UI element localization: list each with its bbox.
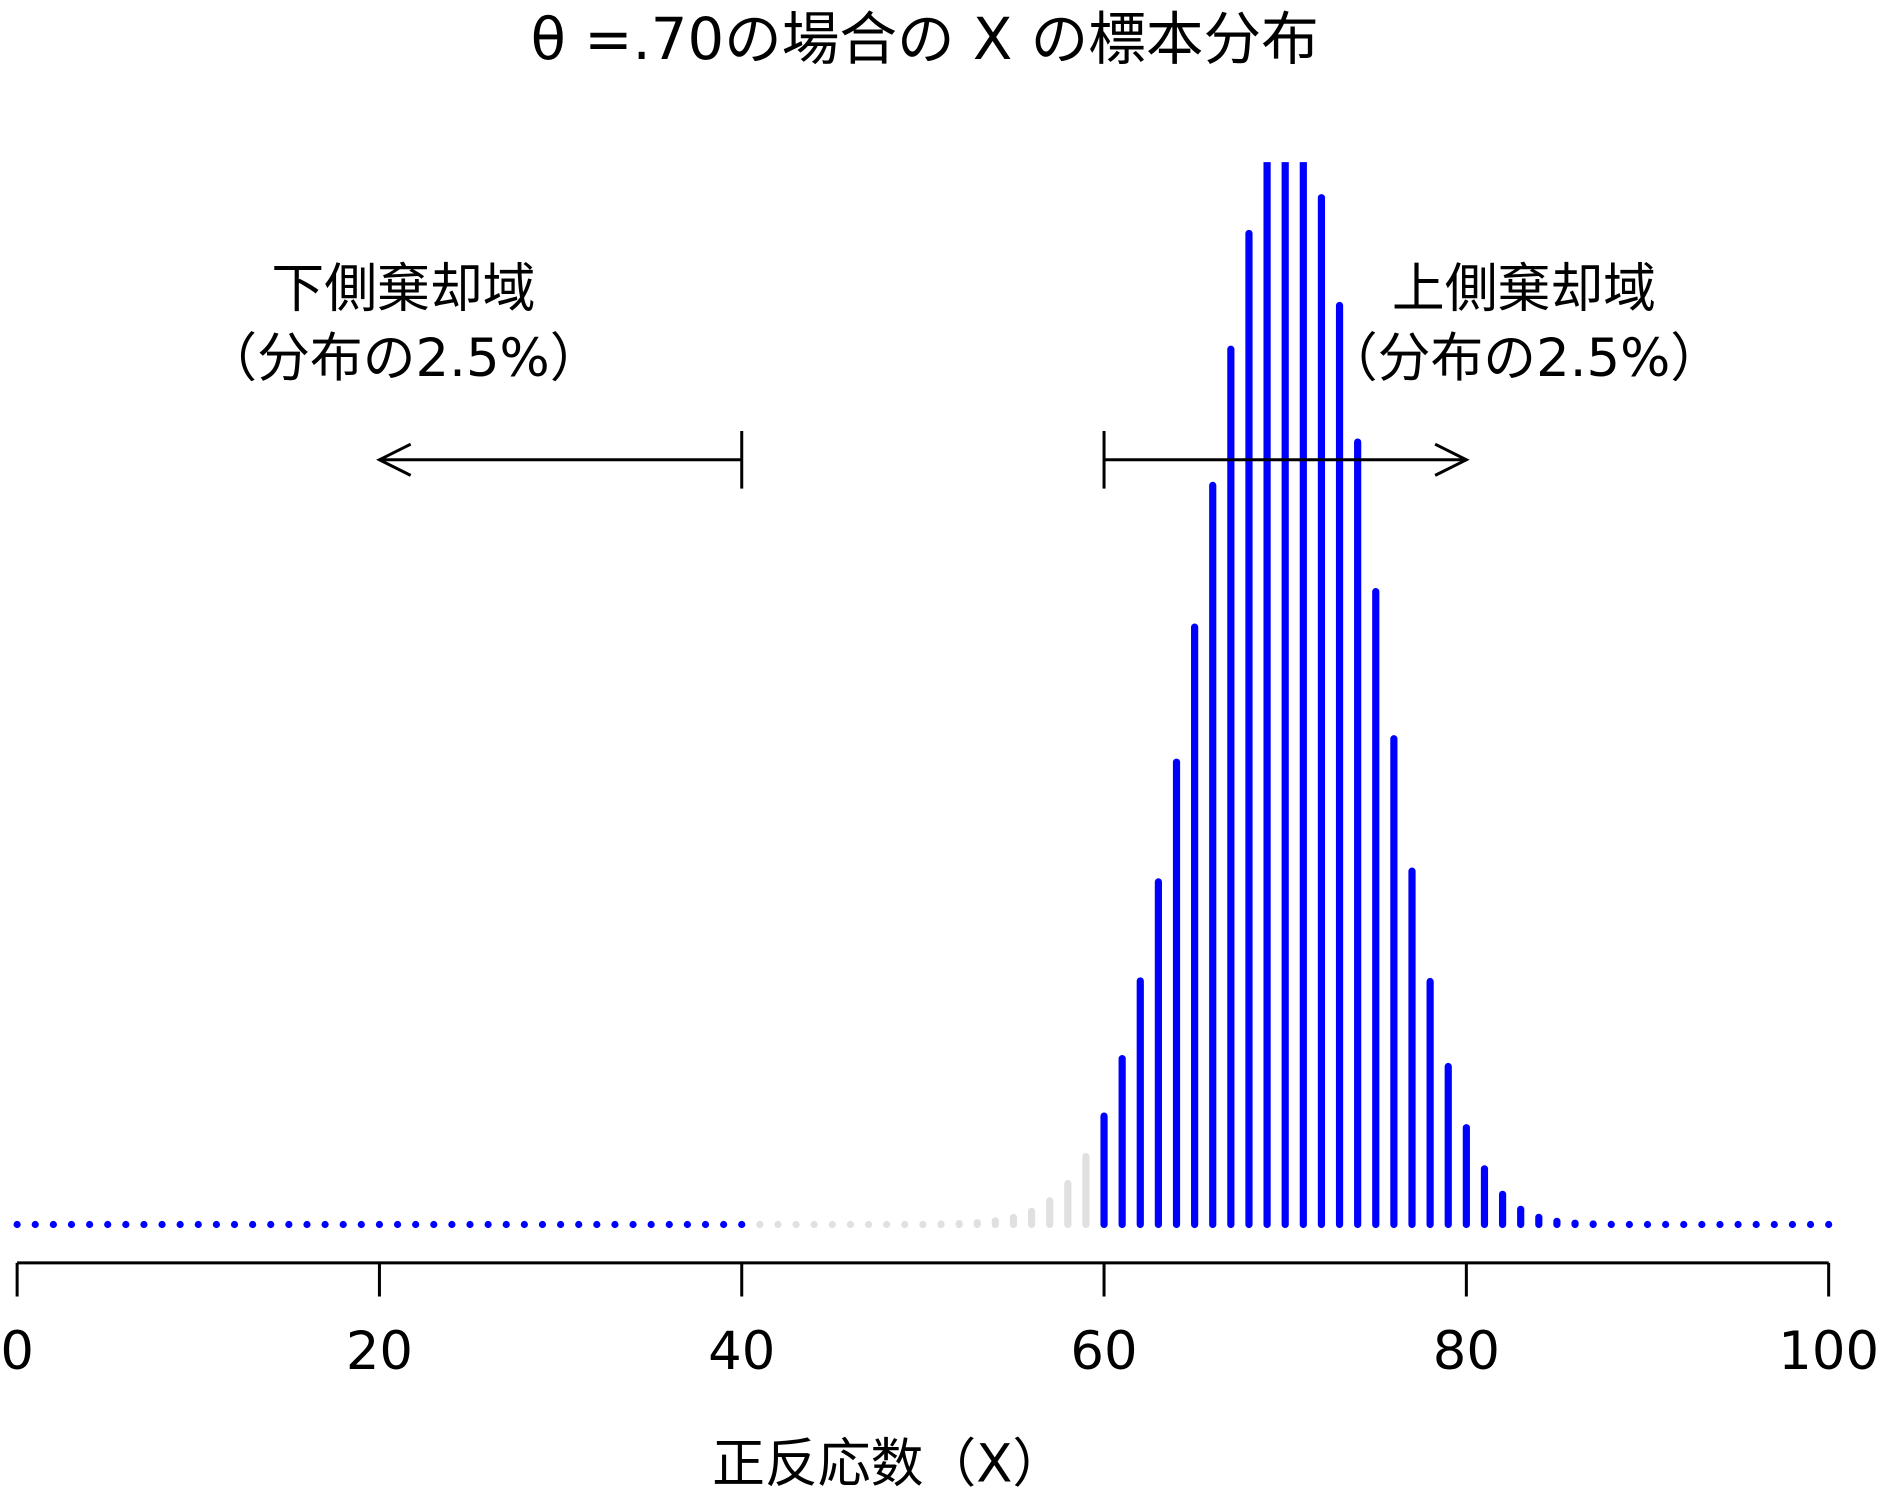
x-tick-label: 20 [346, 1321, 413, 1382]
x-tick-label: 80 [1433, 1321, 1500, 1382]
arrow-head [1434, 442, 1470, 477]
x-tick-label: 0 [0, 1321, 34, 1382]
annotation-text: （分布の2.5%） [204, 328, 602, 389]
plot-area [13, 162, 1833, 1229]
x-axis-label: 正反応数（X） [712, 1434, 1065, 1495]
x-tick-label: 100 [1778, 1321, 1879, 1382]
arrow-head [376, 442, 412, 477]
annotation-text: 下側棄却域 [271, 258, 535, 319]
annotation-text: 上側棄却域 [1392, 258, 1656, 319]
annotation-text: （分布の2.5%） [1325, 328, 1723, 389]
x-tick-label: 60 [1070, 1321, 1137, 1382]
chart-title: θ =.70の場合の X の標本分布 [531, 6, 1319, 73]
x-tick-label: 40 [708, 1321, 775, 1382]
